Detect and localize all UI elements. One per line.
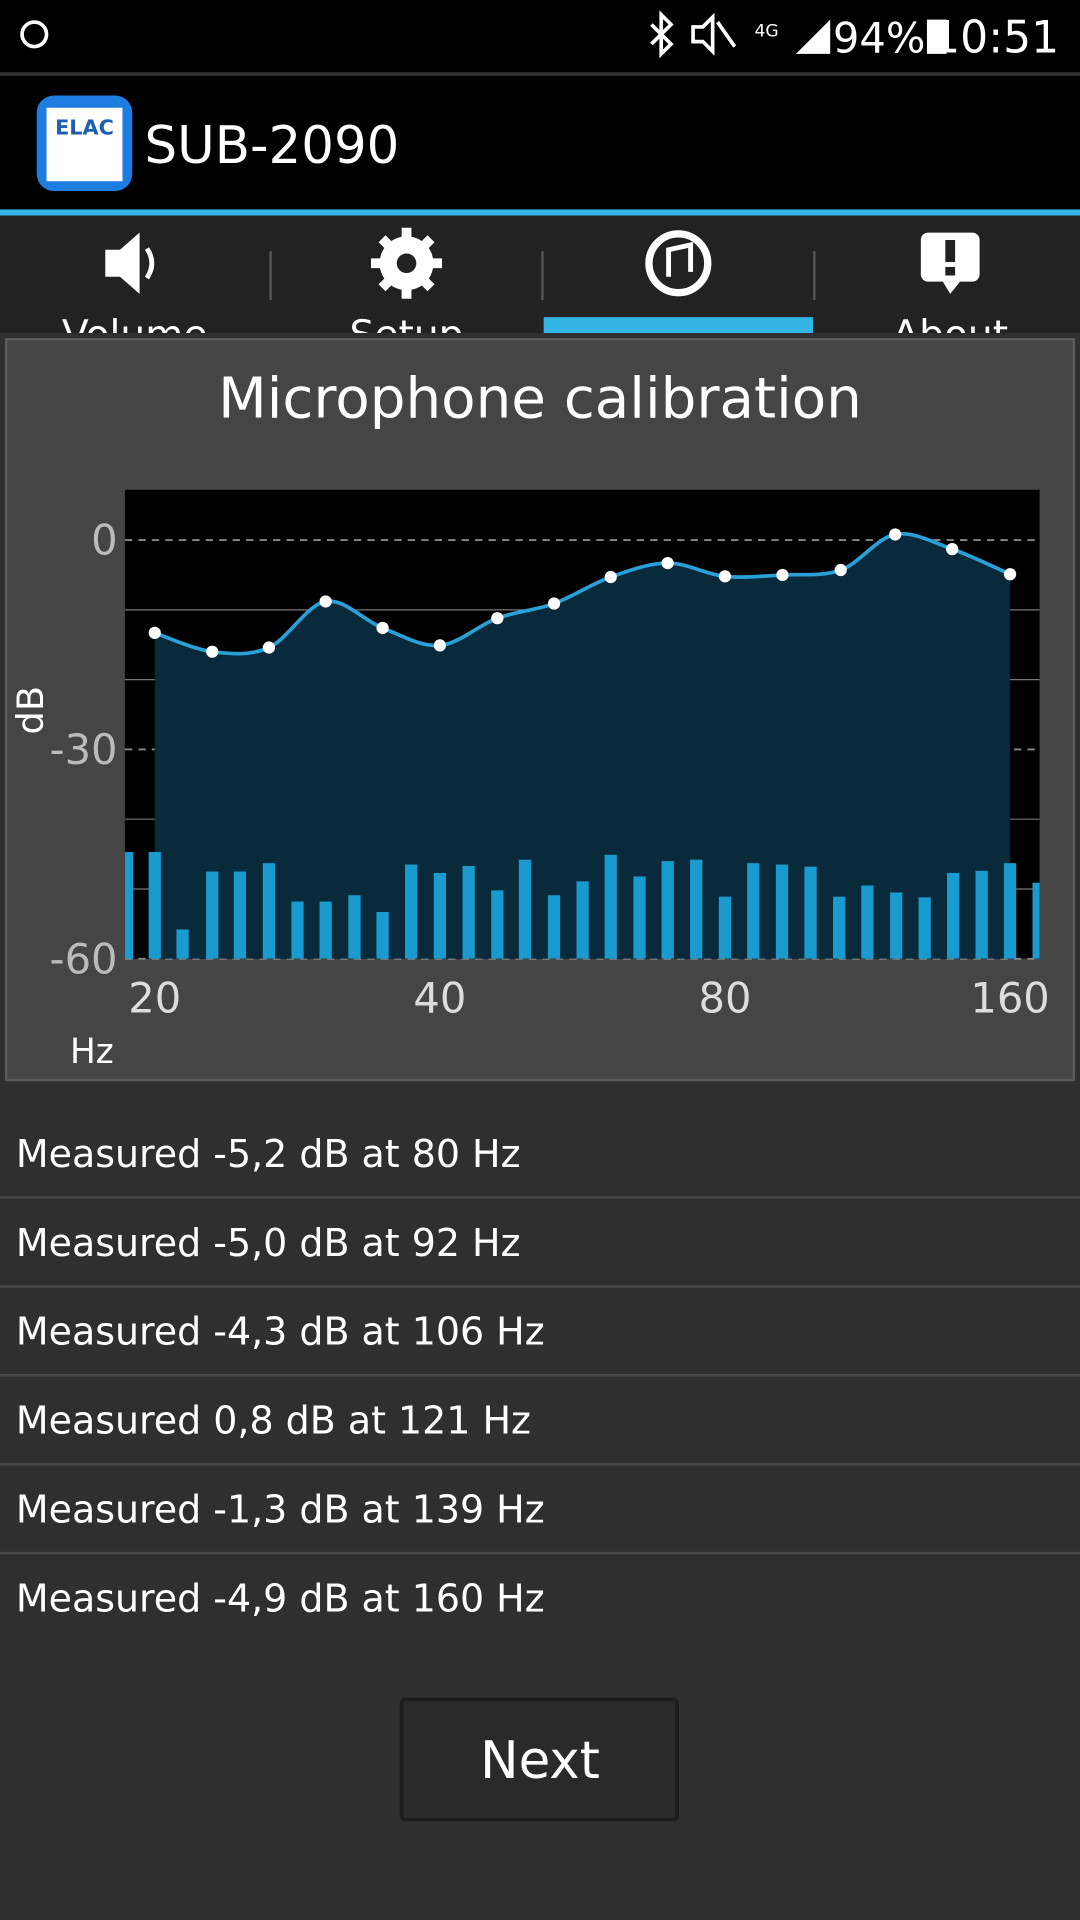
chart-title: Microphone calibration <box>218 367 862 432</box>
y-tick-label: 0 <box>91 516 117 565</box>
spectrum-bar <box>718 896 732 959</box>
spectrum-bar <box>1032 882 1040 959</box>
spectrum-bar <box>861 885 874 959</box>
spectrum-bar <box>690 859 703 959</box>
tab-separators <box>269 251 816 300</box>
spectrum-bar <box>918 897 931 959</box>
curve-line <box>154 531 1011 656</box>
y-tick-label: -30 <box>50 725 118 774</box>
curve-point <box>547 597 561 610</box>
tab-label[interactable]: Volume <box>62 313 208 358</box>
tab-label[interactable]: About <box>892 313 1008 358</box>
measurement-list: Measured -5,2 dB at 80 Hz Measured -5,0 d… <box>0 1132 1080 1620</box>
spectrum-bar <box>291 901 304 959</box>
curve-point <box>148 626 161 639</box>
x-tick-label: 20 <box>128 974 181 1023</box>
curve-point <box>889 528 902 541</box>
x-tick-label: 160 <box>970 974 1049 1023</box>
curve-point <box>433 639 446 652</box>
curve-area <box>154 533 1011 959</box>
spectrum-bar <box>348 895 361 959</box>
measurement-item: Measured -4,9 dB at 160 Hz <box>16 1576 545 1620</box>
spectrum-bar <box>890 892 903 959</box>
clock: 10:51 <box>932 13 1059 64</box>
spectrum-bar <box>124 851 134 959</box>
spectrum-bar <box>576 881 589 959</box>
status-icons <box>20 10 947 59</box>
curve-point <box>491 612 504 625</box>
x-tick-label: 80 <box>698 974 751 1023</box>
spectrum-bar <box>633 876 646 959</box>
plot <box>124 528 1040 960</box>
curve-point <box>661 556 674 570</box>
tab-indicator <box>543 317 814 334</box>
spectrum-bar <box>747 863 760 959</box>
spectrum-bar <box>1003 863 1017 959</box>
status-bar <box>0 0 1080 74</box>
next-button-label[interactable]: Next <box>480 1731 600 1791</box>
y-axis-label: dB <box>9 686 52 734</box>
spectrum-bar <box>547 895 561 959</box>
battery-label: 94% <box>833 14 926 63</box>
spectrum-bar <box>206 871 219 959</box>
next-button[interactable] <box>399 1697 679 1822</box>
measurement-item: Measured -4,3 dB at 106 Hz <box>16 1310 545 1354</box>
tab-label[interactable]: Setup <box>350 313 464 358</box>
spectrum-bar <box>319 901 332 959</box>
curve-point <box>376 621 389 635</box>
curve-point <box>1003 568 1017 581</box>
tab-icons <box>105 227 980 299</box>
app-title: SUB-2090 <box>144 116 399 176</box>
curve-point <box>834 563 847 577</box>
curve-point <box>776 568 789 582</box>
x-tick-label: 40 <box>413 974 466 1023</box>
spectrum-bar <box>376 912 389 959</box>
x-axis-label: Hz <box>70 1032 114 1072</box>
spectrum-bar <box>604 854 617 959</box>
measurement-item: Measured 0,8 dB at 121 Hz <box>16 1399 531 1443</box>
spectrum-bar <box>233 871 247 959</box>
tab-bar <box>0 215 1080 334</box>
spectrum-bar <box>462 865 475 959</box>
curve-point <box>319 595 332 608</box>
spectrum-bar <box>491 890 504 959</box>
spectrum-bar <box>148 851 161 959</box>
y-tick-label: -60 <box>50 934 118 983</box>
logo-plate <box>46 107 123 182</box>
curve-point <box>604 570 617 584</box>
network-label: 4G <box>754 22 778 42</box>
spectrum-bar <box>262 863 276 959</box>
spectrum-bar <box>975 870 988 959</box>
curve-point <box>206 645 219 658</box>
measurement-item: Measured -5,0 dB at 92 Hz <box>16 1221 521 1265</box>
logo-text: ELAC <box>55 116 114 140</box>
spectrum-bar <box>661 861 674 959</box>
app-bar-accent <box>0 209 1080 216</box>
spectrum-bar <box>404 864 418 959</box>
spectrum-bar <box>433 872 446 959</box>
spectrum-bar <box>833 896 846 959</box>
curve-point <box>718 570 732 583</box>
curve-point <box>946 542 959 556</box>
spectrum-bar <box>946 872 960 959</box>
measurement-item: Measured -1,3 dB at 139 Hz <box>16 1488 545 1532</box>
measurement-item: Measured -5,2 dB at 80 Hz <box>16 1132 521 1176</box>
spectrum-bar <box>518 859 532 959</box>
curve-point <box>262 641 276 654</box>
spectrum-bar <box>176 929 189 959</box>
plot-content <box>124 528 1040 959</box>
spectrum-bar <box>804 866 817 959</box>
app-bar <box>0 75 1080 211</box>
spectrum-bar <box>775 864 789 959</box>
